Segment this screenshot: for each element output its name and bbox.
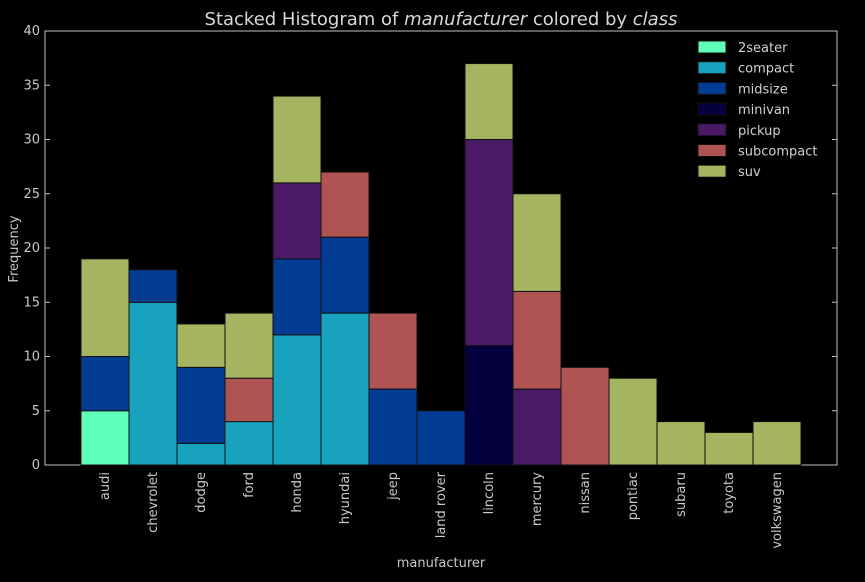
bar-segment-midsize <box>368 388 418 466</box>
chart-title: Stacked Histogram of manufacturer colore… <box>205 9 678 30</box>
x-tick-label: honda <box>290 472 305 513</box>
legend-label-subcompact: subcompact <box>738 145 818 160</box>
chart-title-part: colored by <box>527 9 633 30</box>
bar-segment-midsize <box>320 236 370 314</box>
x-axis-label: manufacturer <box>397 556 486 571</box>
chart-title-part: manufacturer <box>404 9 529 30</box>
y-tick-label: 40 <box>23 24 40 39</box>
bar-segment-2seater <box>80 410 130 466</box>
bar-segment-suv <box>80 258 130 358</box>
bar-segment-suv <box>176 323 226 368</box>
legend-label-pickup: pickup <box>738 124 781 139</box>
bar-segment-compact <box>224 421 274 466</box>
legend-label-2seater: 2seater <box>738 41 788 56</box>
bar-segment-subcompact <box>320 171 370 238</box>
bar-segment-midsize <box>176 366 226 444</box>
bar-segment-pickup <box>512 388 562 466</box>
bar-segment-subcompact <box>560 366 610 466</box>
bar-segment-suv <box>464 63 514 140</box>
y-tick-label: 35 <box>23 78 40 93</box>
legend-swatch-midsize <box>697 81 727 95</box>
y-tick-label: 10 <box>23 350 40 365</box>
x-tick-label: ford <box>242 472 257 498</box>
bar-segment-midsize <box>416 410 466 466</box>
bar-segment-compact <box>128 301 178 466</box>
y-tick-label: 0 <box>32 458 40 473</box>
x-tick-label: chevrolet <box>146 472 161 533</box>
legend-swatch-2seater <box>697 40 727 54</box>
x-tick-label: subaru <box>674 472 689 517</box>
bar-segment-suv <box>752 421 802 466</box>
legend-label-minivan: minivan <box>738 103 790 118</box>
y-tick-label: 15 <box>23 295 40 310</box>
x-tick-label: lincoln <box>482 472 497 514</box>
bar-segment-subcompact <box>368 312 418 390</box>
x-tick-label: pontiac <box>626 472 641 520</box>
legend-label-compact: compact <box>738 62 794 77</box>
x-tick-label: dodge <box>194 472 209 513</box>
bar-segment-minivan <box>464 345 514 466</box>
legend-label-suv: suv <box>738 165 761 180</box>
bar-segment-suv <box>704 431 754 466</box>
y-tick-label: 25 <box>23 187 40 202</box>
bar-segment-pickup <box>464 139 514 347</box>
x-tick-label: nissan <box>578 472 593 514</box>
bar-segment-suv <box>608 377 658 466</box>
bar-segment-compact <box>320 312 370 466</box>
bar-segment-subcompact <box>224 377 274 423</box>
y-tick-label: 20 <box>23 241 40 256</box>
x-tick-label: mercury <box>530 472 545 526</box>
legend-label-midsize: midsize <box>738 82 788 97</box>
x-tick-label: hyundai <box>338 472 353 524</box>
chart-title-part: class <box>633 9 678 30</box>
bar-segment-subcompact <box>512 290 562 390</box>
bar-segment-suv <box>512 193 562 292</box>
bar-segment-midsize <box>128 269 178 303</box>
bar-segment-suv <box>224 312 274 379</box>
bar-segment-midsize <box>80 356 130 412</box>
bar-segment-pickup <box>272 182 322 260</box>
bar-segment-suv <box>656 421 706 466</box>
x-tick-label: volkswagen <box>770 472 785 549</box>
bar-segment-suv <box>272 95 322 184</box>
plot-area: 0 5 10 15 20 25 30 35 40 audi chevrolet dodge ford ho… <box>23 24 838 549</box>
y-axis-label: Frequency <box>7 215 22 282</box>
bar-segment-midsize <box>272 258 322 336</box>
x-tick-label: land rover <box>434 471 449 538</box>
x-tick-label: audi <box>98 472 113 500</box>
y-tick-label: 30 <box>23 133 40 148</box>
y-tick-label: 5 <box>32 404 40 419</box>
legend-swatch-suv <box>697 164 727 178</box>
legend-swatch-compact <box>697 61 727 75</box>
bar-segment-compact <box>272 334 322 466</box>
legend: 2seater compact midsize minivan pickup subcom… <box>697 40 818 180</box>
legend-swatch-minivan <box>697 102 727 116</box>
chart-title-part: Stacked Histogram of <box>205 9 405 30</box>
x-tick-label: jeep <box>386 472 401 501</box>
bar-segment-compact <box>176 442 226 466</box>
legend-swatch-subcompact <box>697 144 727 157</box>
legend-swatch-pickup <box>697 123 727 137</box>
x-tick-label: toyota <box>722 472 737 514</box>
